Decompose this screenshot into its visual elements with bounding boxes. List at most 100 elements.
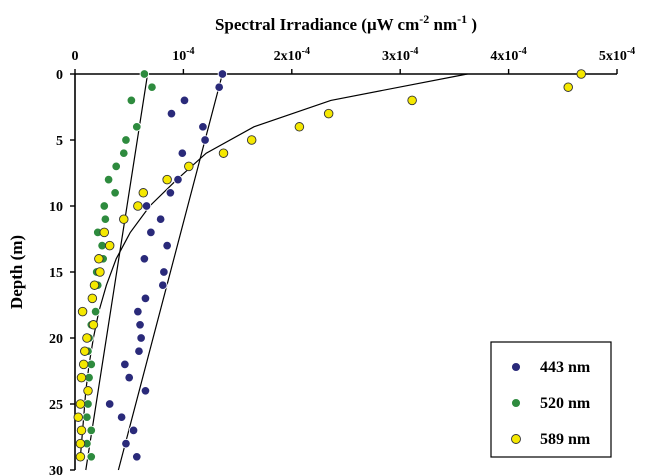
data-point	[126, 95, 137, 106]
data-point	[77, 306, 88, 317]
data-point	[78, 359, 89, 370]
data-point	[294, 122, 305, 132]
data-point	[111, 161, 121, 172]
data-point	[110, 188, 120, 198]
data-point	[173, 174, 183, 185]
data-point	[407, 95, 417, 106]
data-point	[133, 201, 143, 211]
y-tick-label: 30	[49, 464, 63, 476]
x-tick-label: 10-4	[172, 46, 194, 64]
data-point	[76, 425, 87, 436]
data-point	[140, 386, 151, 396]
legend: 443 nm 520 nm 589 nm	[490, 341, 612, 458]
y-tick-label: 15	[49, 266, 63, 281]
data-point	[198, 122, 208, 132]
y-axis-title: Depth (m)	[7, 235, 26, 309]
data-point	[94, 254, 104, 264]
y-tick-label: 5	[56, 134, 63, 149]
data-point	[134, 346, 144, 356]
data-point	[75, 452, 86, 462]
legend-label: 589 nm	[540, 431, 591, 448]
fit-line	[85, 73, 149, 471]
legend-marker	[511, 398, 521, 408]
data-point	[323, 108, 334, 119]
data-point	[124, 372, 134, 383]
data-point	[121, 438, 131, 449]
x-tick-label: 4x10-4	[490, 46, 526, 64]
data-point	[83, 386, 93, 396]
data-point	[76, 372, 87, 383]
data-point	[75, 438, 86, 449]
data-point	[119, 148, 129, 158]
data-point	[139, 69, 150, 79]
legend-label: 443 nm	[540, 359, 591, 376]
data-point	[82, 333, 92, 343]
data-point	[116, 412, 127, 422]
data-point	[132, 452, 142, 462]
data-point	[82, 412, 92, 422]
data-point	[217, 69, 228, 79]
data-point	[162, 240, 172, 251]
data-point	[179, 95, 190, 106]
fit-line	[117, 73, 223, 471]
legend-label: 520 nm	[540, 395, 591, 412]
data-point	[100, 214, 111, 224]
data-point	[135, 320, 145, 330]
data-point	[80, 346, 90, 356]
data-point	[158, 280, 168, 290]
data-point	[162, 174, 172, 185]
data-point	[73, 412, 84, 422]
data-point	[184, 161, 194, 172]
x-tick-label: 0	[72, 49, 79, 64]
data-point	[121, 135, 131, 145]
data-point	[166, 108, 177, 119]
data-point	[104, 240, 115, 251]
x-tick-label: 3x10-4	[382, 46, 418, 64]
data-point	[141, 201, 152, 211]
data-point	[576, 69, 586, 79]
data-point	[88, 320, 99, 330]
data-point	[128, 425, 139, 436]
data-point	[200, 135, 210, 145]
data-point	[95, 267, 105, 277]
data-point	[218, 148, 229, 158]
data-point	[165, 188, 176, 198]
data-point	[103, 174, 114, 185]
x-tick-label: 2x10-4	[274, 46, 310, 64]
data-point	[177, 148, 188, 158]
data-point	[147, 82, 157, 92]
y-tick-label: 25	[49, 398, 63, 413]
data-point	[104, 399, 115, 409]
data-point	[99, 227, 110, 238]
data-point	[90, 306, 101, 317]
data-point	[246, 135, 257, 145]
data-point	[146, 227, 156, 238]
x-tick-label: 5x10-4	[599, 46, 635, 64]
data-points	[73, 69, 586, 462]
data-point	[133, 306, 143, 317]
y-tick-label: 20	[49, 332, 63, 347]
data-point	[86, 452, 97, 462]
data-point	[214, 82, 224, 92]
data-point	[136, 333, 146, 343]
data-point	[159, 267, 169, 277]
data-point	[89, 280, 100, 290]
legend-marker	[511, 434, 521, 444]
data-point	[119, 214, 129, 224]
x-axis-title: Spectral Irradiance (μW cm-2 nm-1 )	[215, 12, 477, 34]
data-point	[120, 359, 130, 370]
data-point	[132, 122, 142, 132]
data-point	[140, 293, 151, 304]
data-point	[86, 425, 97, 436]
y-tick-label: 0	[56, 68, 63, 83]
data-point	[139, 254, 150, 264]
legend-box	[490, 341, 612, 458]
legend-marker	[511, 362, 521, 372]
data-point	[138, 188, 149, 198]
data-point	[155, 214, 166, 224]
data-point	[563, 82, 573, 92]
fit-lines	[79, 73, 468, 471]
data-point	[75, 399, 86, 409]
y-tick-label: 10	[49, 200, 63, 215]
